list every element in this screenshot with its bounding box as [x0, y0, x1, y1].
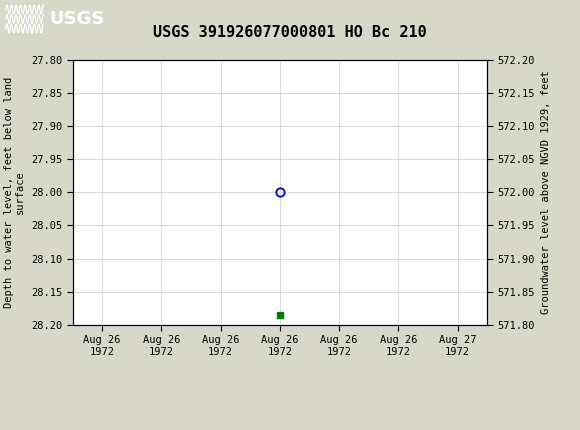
- Text: USGS: USGS: [49, 10, 104, 28]
- Y-axis label: Depth to water level, feet below land
surface: Depth to water level, feet below land su…: [3, 77, 26, 308]
- Legend: Period of approved data: Period of approved data: [182, 427, 378, 430]
- Text: USGS 391926077000801 HO Bc 210: USGS 391926077000801 HO Bc 210: [153, 25, 427, 40]
- Y-axis label: Groundwater level above NGVD 1929, feet: Groundwater level above NGVD 1929, feet: [541, 71, 550, 314]
